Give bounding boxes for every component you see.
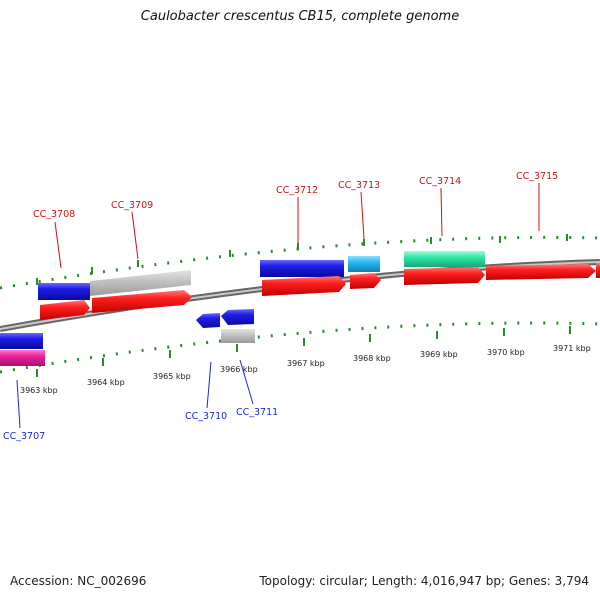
cds-arrow-cc3710[interactable]: [196, 313, 220, 328]
genome-stats: Topology: circular; Length: 4,016,947 bp…: [259, 574, 589, 588]
scale-label: 3966 kbp: [220, 365, 258, 374]
scale-label: 3968 kbp: [353, 354, 391, 363]
cds-arrow-cc3708[interactable]: [40, 300, 90, 320]
gene-label[interactable]: CC_3709: [111, 200, 153, 211]
forward-cds: [40, 263, 600, 320]
cds-arrow-cc3709[interactable]: [92, 290, 192, 313]
feature-bar-cc3713[interactable]: [348, 256, 380, 272]
cds-arrow-cc3711[interactable]: [221, 309, 254, 325]
gene-label[interactable]: CC_3707: [3, 431, 45, 442]
scale-label: 3965 kbp: [153, 372, 191, 381]
gene-label[interactable]: CC_3715: [516, 171, 558, 182]
scale-label: 3963 kbp: [20, 386, 58, 395]
cds-arrow-cc3715[interactable]: [486, 264, 596, 280]
scale-labels: 3963 kbp 3964 kbp 3965 kbp 3966 kbp 3967…: [20, 344, 591, 395]
feature-bar-left[interactable]: [0, 333, 43, 349]
gene-label[interactable]: CC_3708: [33, 209, 75, 220]
scale-label: 3970 kbp: [487, 348, 525, 357]
cds-arrow-cc3713[interactable]: [350, 273, 381, 289]
gene-label[interactable]: CC_3714: [419, 176, 461, 187]
gene-labels-bottom: CC_3707 CC_3710 CC_3711: [3, 407, 278, 442]
inner-scale-dots: [0, 321, 600, 374]
feature-bar-cc3708[interactable]: [38, 283, 90, 300]
gene-label[interactable]: CC_3713: [338, 180, 380, 191]
feature-bar-cc3714[interactable]: [404, 251, 485, 267]
cds-arrow-cc3714[interactable]: [404, 267, 485, 285]
map-title: Caulobacter crescentus CB15, complete ge…: [140, 9, 460, 24]
accession-label: Accession: NC_002696: [10, 574, 147, 588]
feature-bar-cc3712[interactable]: [260, 260, 344, 277]
label-leaders: [16, 183, 540, 429]
cds-arrow-edge[interactable]: [596, 263, 600, 278]
scale-label: 3964 kbp: [87, 378, 125, 387]
feature-bar-cc3709[interactable]: [90, 270, 191, 296]
feature-bar-cc3711[interactable]: [221, 329, 255, 343]
scale-label: 3969 kbp: [420, 350, 458, 359]
cds-arrow-cc3712[interactable]: [262, 276, 346, 296]
gene-labels-top: CC_3708 CC_3709 CC_3712 CC_3713 CC_3714 …: [33, 171, 558, 220]
gene-label[interactable]: CC_3711: [236, 407, 278, 418]
feature-bar-cc3707[interactable]: [0, 350, 45, 366]
gene-label[interactable]: CC_3712: [276, 185, 318, 196]
scale-label: 3967 kbp: [287, 359, 325, 368]
reverse-cds: [196, 309, 255, 343]
inner-scale-ticks: [36, 326, 571, 377]
outer-features: [0, 251, 485, 366]
scale-label: 3971 kbp: [553, 344, 591, 353]
outer-scale-ticks: [36, 234, 568, 285]
gene-label[interactable]: CC_3710: [185, 411, 227, 422]
